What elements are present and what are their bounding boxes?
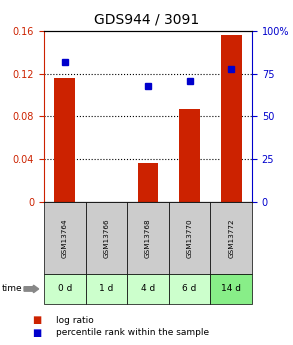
Text: 14 d: 14 d <box>221 284 241 294</box>
Text: GSM13768: GSM13768 <box>145 218 151 258</box>
Text: ■: ■ <box>32 315 42 325</box>
Text: GSM13766: GSM13766 <box>103 218 109 258</box>
Text: GSM13764: GSM13764 <box>62 218 68 258</box>
Text: time: time <box>1 284 22 294</box>
Text: ■: ■ <box>32 328 42 338</box>
Text: 0 d: 0 d <box>57 284 72 294</box>
Text: GDS944 / 3091: GDS944 / 3091 <box>94 12 199 26</box>
Text: 4 d: 4 d <box>141 284 155 294</box>
Bar <box>221 35 242 202</box>
Bar <box>179 109 200 202</box>
Text: GSM13770: GSM13770 <box>187 218 193 258</box>
Text: percentile rank within the sample: percentile rank within the sample <box>56 328 209 337</box>
Bar <box>138 164 158 202</box>
Text: 1 d: 1 d <box>99 284 114 294</box>
Text: log ratio: log ratio <box>56 316 93 325</box>
Text: 6 d: 6 d <box>182 284 197 294</box>
Bar <box>54 78 75 202</box>
Text: GSM13772: GSM13772 <box>228 218 234 258</box>
